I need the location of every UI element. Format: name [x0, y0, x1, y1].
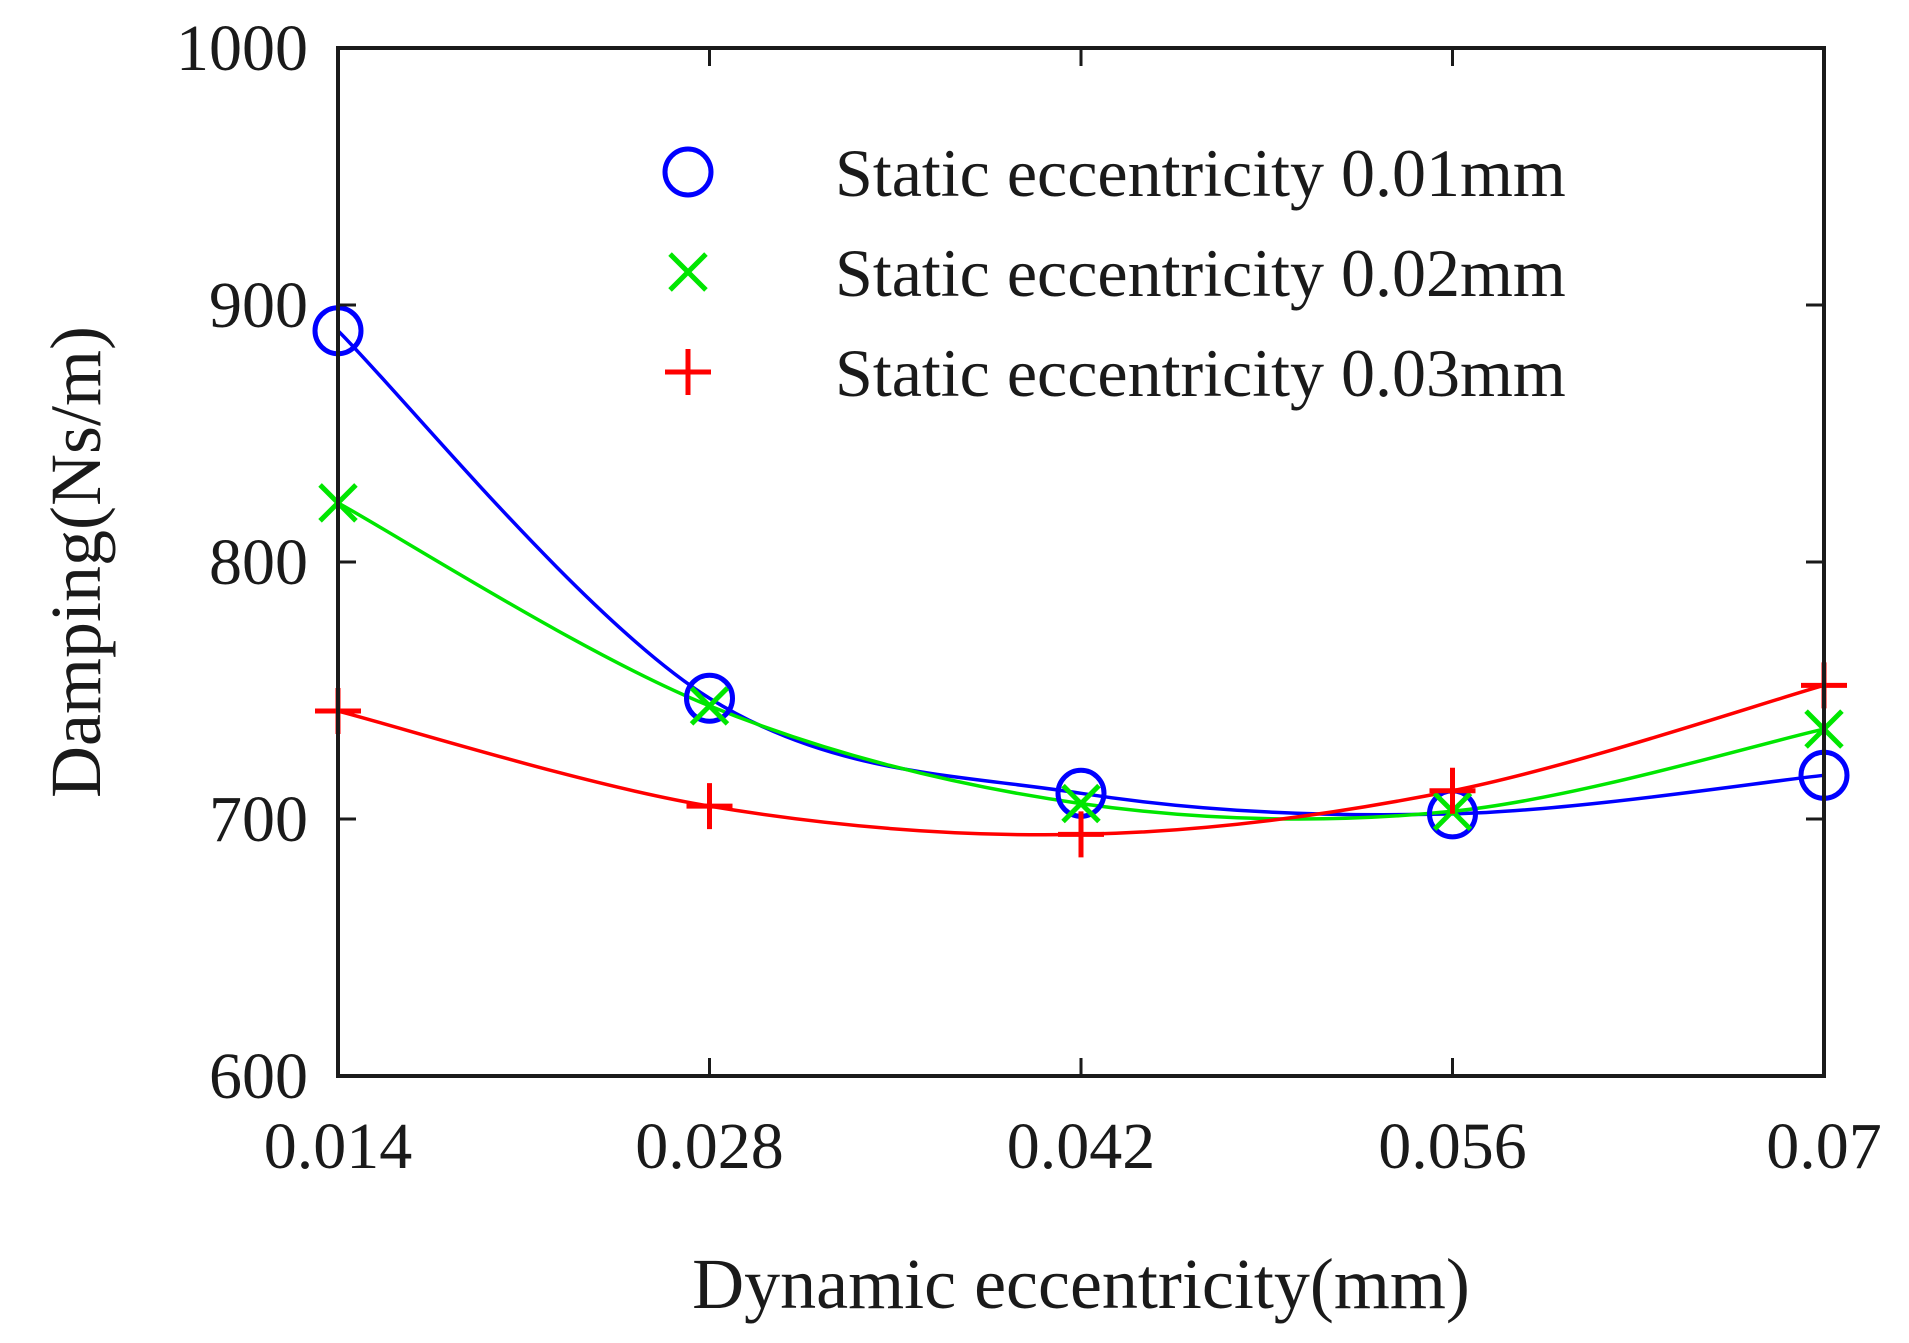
legend-marker-series-1 — [662, 146, 714, 198]
data-point-series-3 — [1429, 767, 1476, 814]
axis-ticks — [336, 46, 1826, 1078]
y-tick-label: 1000 — [176, 12, 308, 85]
x-tick-label: 0.028 — [635, 1110, 784, 1183]
legend: Static eccentricity 0.01mm Static eccentr… — [662, 135, 1566, 411]
x-tick-label: 0.056 — [1378, 1110, 1527, 1183]
x-tick-label: 0.014 — [264, 1110, 413, 1183]
y-tick-label: 800 — [209, 526, 308, 599]
y-axis-label: Damping(Ns/m) — [36, 326, 116, 798]
legend-label-series-1: Static eccentricity 0.01mm — [835, 135, 1566, 211]
legend-marker-series-2 — [668, 252, 708, 292]
legend-marker-series-3 — [665, 349, 711, 395]
legend-label-series-2: Static eccentricity 0.02mm — [835, 235, 1566, 311]
y-tick-label: 900 — [209, 269, 308, 342]
x-tick-label: 0.07 — [1766, 1110, 1882, 1183]
data-point-series-2 — [689, 686, 730, 726]
data-point-series-2 — [1061, 783, 1101, 824]
x-tick-label: 0.042 — [1007, 1110, 1156, 1183]
legend-label-series-3: Static eccentricity 0.03mm — [835, 335, 1566, 411]
y-tick-label: 600 — [209, 1040, 308, 1113]
data-point-series-3 — [686, 783, 733, 830]
data-point-series-1 — [684, 672, 735, 724]
tick-labels: 0.014 0.028 0.042 0.056 0.07 600 700 800 900 1000 — [176, 12, 1882, 1183]
y-tick-label: 700 — [209, 783, 308, 856]
x-axis-label: Dynamic eccentricity(mm) — [692, 1244, 1470, 1324]
data-point-series-3 — [1058, 811, 1104, 858]
